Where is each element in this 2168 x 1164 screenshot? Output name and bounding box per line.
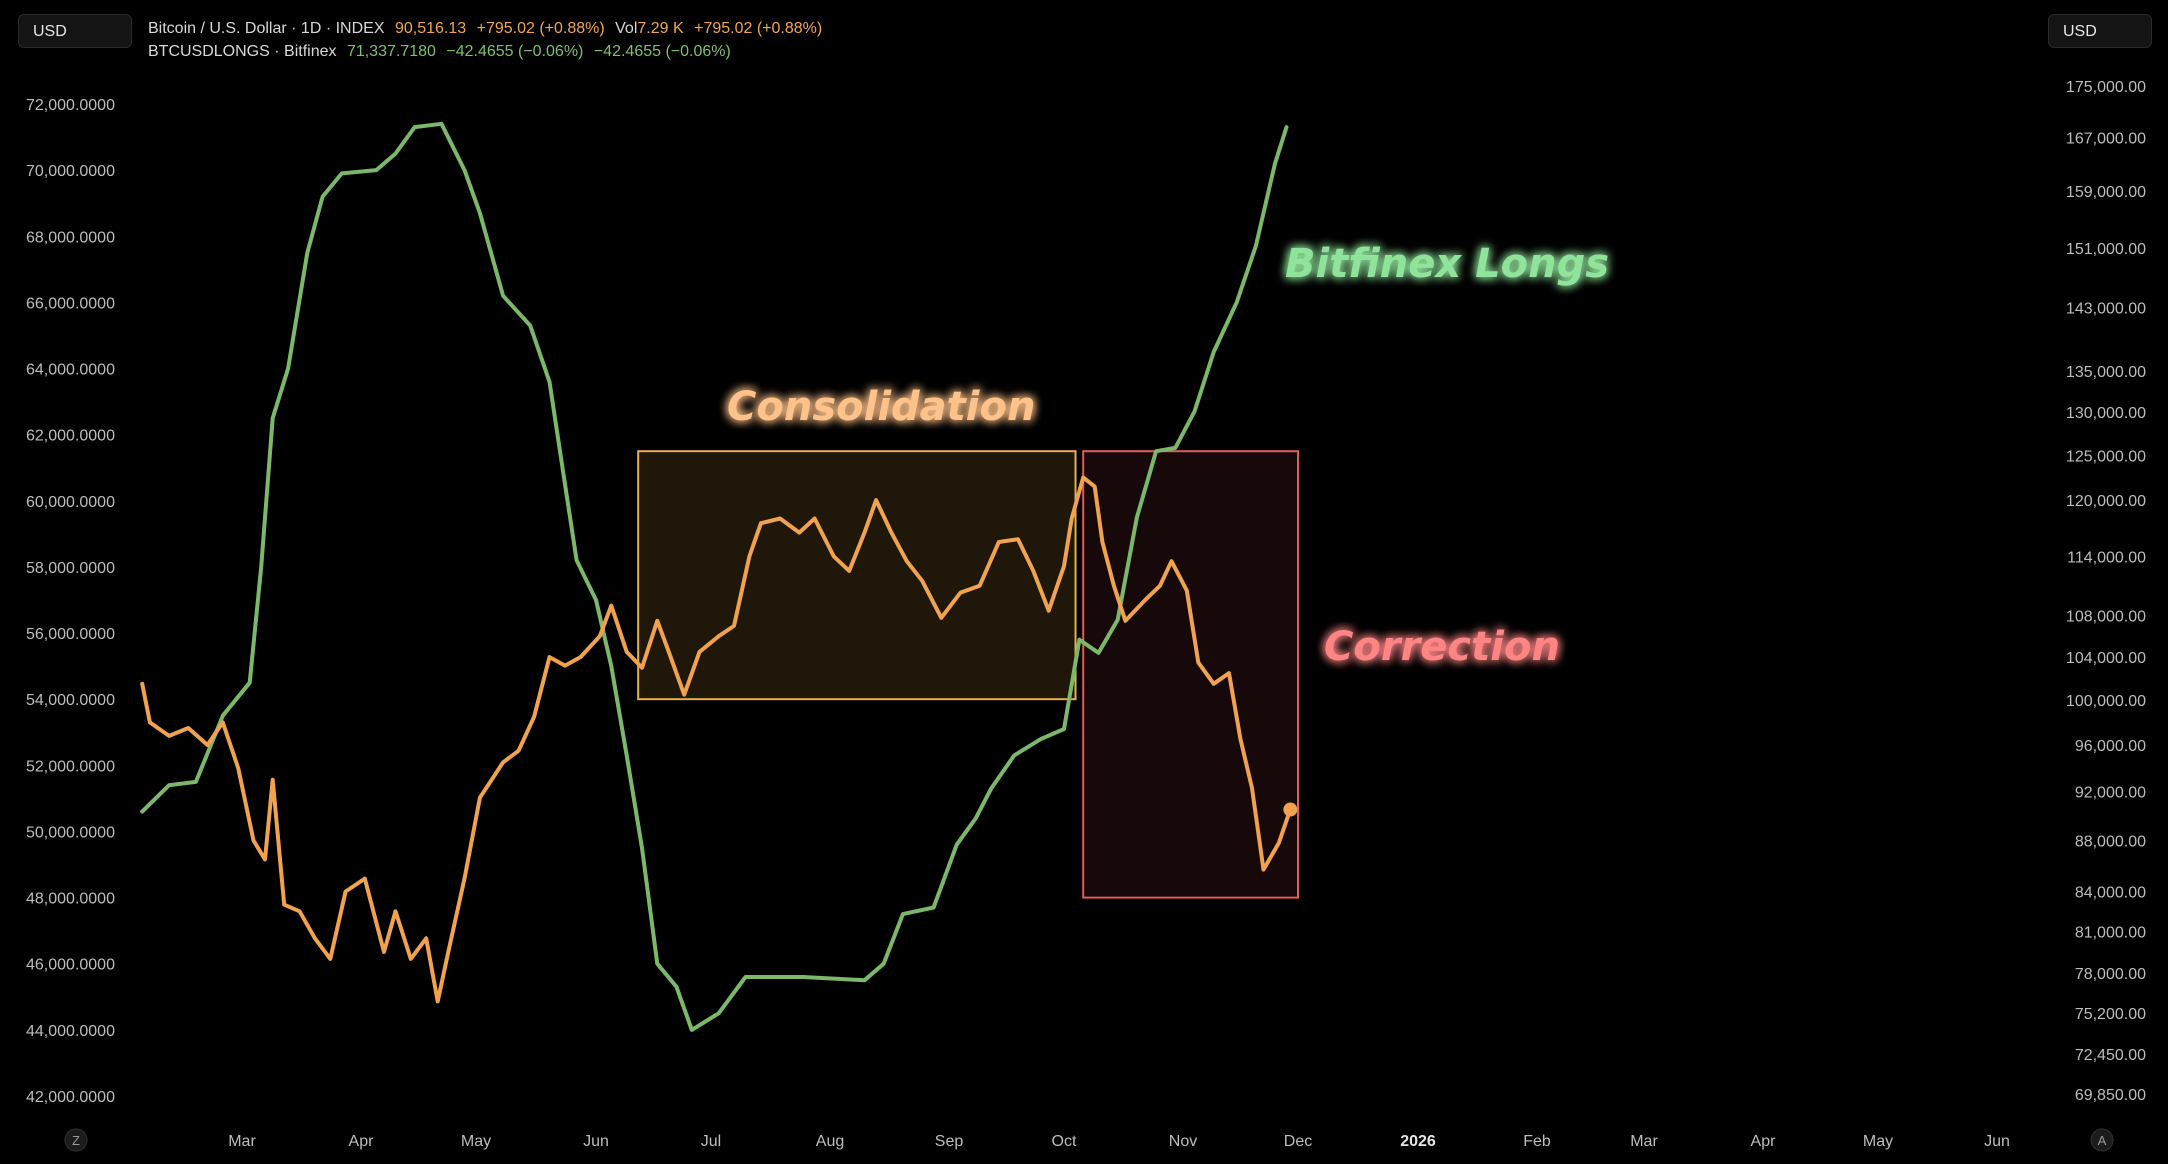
right-axis-tick: 72,450.00 bbox=[2075, 1047, 2146, 1064]
right-axis-tick: 78,000.00 bbox=[2075, 966, 2146, 983]
time-axis-tick: Apr bbox=[349, 1133, 375, 1150]
time-axis-tick: Apr bbox=[1751, 1133, 1777, 1150]
legend-longs-change: −42.4655 (−0.06%) bbox=[446, 43, 584, 60]
left-axis-tick: 46,000.0000 bbox=[26, 957, 115, 974]
left-axis-tick: 64,000.0000 bbox=[26, 362, 115, 379]
left-axis-tick: 66,000.0000 bbox=[26, 295, 115, 312]
legend-longs-change2: −42.4655 (−0.06%) bbox=[593, 43, 731, 60]
right-axis-tick: 114,000.00 bbox=[2067, 549, 2146, 566]
legend-btc-name: Bitcoin / U.S. Dollar · 1D · INDEX bbox=[148, 20, 385, 37]
right-axis-tick: 104,000.00 bbox=[2066, 650, 2146, 667]
scale-a-label: A bbox=[2098, 1133, 2107, 1148]
currency-selector-right[interactable]: USD bbox=[2048, 14, 2152, 48]
right-axis-tick: 92,000.00 bbox=[2075, 785, 2146, 802]
legend-longs-name: BTCUSDLONGS · Bitfinex bbox=[148, 43, 337, 60]
time-axis-tick: Oct bbox=[1052, 1133, 1077, 1150]
left-axis-tick: 56,000.0000 bbox=[26, 626, 115, 643]
time-axis-tick: May bbox=[461, 1133, 491, 1150]
left-axis-tick: 42,000.0000 bbox=[26, 1089, 115, 1106]
legend-btc: Bitcoin / U.S. Dollar · 1D · INDEX 90,51… bbox=[148, 20, 828, 38]
right-axis-tick: 125,000.00 bbox=[2066, 448, 2146, 465]
time-axis-tick: Mar bbox=[228, 1133, 256, 1150]
right-axis-tick: 143,000.00 bbox=[2066, 301, 2146, 318]
scale-a-button[interactable]: A bbox=[2090, 1128, 2114, 1152]
time-axis-tick: Nov bbox=[1169, 1133, 1197, 1150]
time-axis-tick: Aug bbox=[816, 1133, 844, 1150]
left-axis-tick: 44,000.0000 bbox=[26, 1023, 115, 1040]
currency-selector-left[interactable]: USD bbox=[18, 14, 132, 48]
left-axis-tick: 70,000.0000 bbox=[26, 163, 115, 180]
right-axis-tick: 108,000.00 bbox=[2066, 609, 2146, 626]
time-axis-tick: Jun bbox=[1984, 1133, 2010, 1150]
left-axis-tick: 48,000.0000 bbox=[26, 891, 115, 908]
left-axis-tick: 54,000.0000 bbox=[26, 692, 115, 709]
time-axis-tick: May bbox=[1863, 1133, 1893, 1150]
right-axis-tick: 167,000.00 bbox=[2066, 130, 2146, 147]
legend-btc-price: 90,516.13 bbox=[394, 20, 467, 37]
right-axis-tick: 151,000.00 bbox=[2066, 241, 2146, 258]
legend-longs: BTCUSDLONGS · Bitfinex 71,337.7180 −42.4… bbox=[148, 43, 737, 61]
left-axis-tick: 60,000.0000 bbox=[26, 494, 115, 511]
annotation-label-2: Correction bbox=[1324, 624, 1560, 670]
right-axis-tick: 100,000.00 bbox=[2066, 693, 2146, 710]
right-axis-tick: 159,000.00 bbox=[2066, 184, 2146, 201]
left-axis-tick: 62,000.0000 bbox=[26, 428, 115, 445]
last-price-marker bbox=[1283, 802, 1298, 817]
legend-btc-vol-label: Vol bbox=[615, 20, 638, 37]
series-line-1 bbox=[140, 475, 1293, 1004]
legend-btc-vol: 7.29 K bbox=[637, 20, 684, 37]
right-axis-tick: 88,000.00 bbox=[2075, 833, 2146, 850]
annotation-box-2[interactable] bbox=[1082, 450, 1300, 899]
right-axis-tick: 96,000.00 bbox=[2075, 738, 2146, 755]
time-axis-tick: Jul bbox=[701, 1133, 721, 1150]
legend-btc-change2: +795.02 (+0.88%) bbox=[694, 20, 823, 37]
left-axis-tick: 58,000.0000 bbox=[26, 560, 115, 577]
right-axis-tick: 130,000.00 bbox=[2066, 405, 2146, 422]
left-axis-tick: 50,000.0000 bbox=[26, 824, 115, 841]
time-axis-tick: Dec bbox=[1284, 1133, 1312, 1150]
time-axis-tick: Jun bbox=[583, 1133, 609, 1150]
scale-z-button[interactable]: Z bbox=[64, 1128, 88, 1152]
right-axis-tick: 175,000.00 bbox=[2066, 79, 2146, 96]
time-axis-tick: Mar bbox=[1630, 1133, 1658, 1150]
annotation-label-0: Bitfinex Longs bbox=[1285, 241, 1609, 287]
annotation-box-1[interactable] bbox=[637, 450, 1077, 701]
right-axis-tick: 84,000.00 bbox=[2075, 885, 2146, 902]
right-axis-tick: 120,000.00 bbox=[2066, 493, 2146, 510]
right-axis-tick: 81,000.00 bbox=[2075, 924, 2146, 941]
time-axis-tick: 2026 bbox=[1400, 1133, 1436, 1150]
right-axis-tick: 69,850.00 bbox=[2075, 1087, 2146, 1104]
time-axis-tick: Feb bbox=[1523, 1133, 1551, 1150]
right-axis-tick: 75,200.00 bbox=[2075, 1006, 2146, 1023]
left-axis-tick: 72,000.0000 bbox=[26, 97, 115, 114]
scale-z-label: Z bbox=[72, 1133, 80, 1148]
legend-btc-change: +795.02 (+0.88%) bbox=[476, 20, 605, 37]
left-axis-tick: 52,000.0000 bbox=[26, 758, 115, 775]
legend-longs-price: 71,337.7180 bbox=[346, 43, 436, 60]
left-axis-tick: 68,000.0000 bbox=[26, 229, 115, 246]
right-axis-tick: 135,000.00 bbox=[2066, 364, 2146, 381]
time-axis-tick: Sep bbox=[935, 1133, 964, 1150]
annotation-label-1: Consolidation bbox=[727, 384, 1035, 430]
